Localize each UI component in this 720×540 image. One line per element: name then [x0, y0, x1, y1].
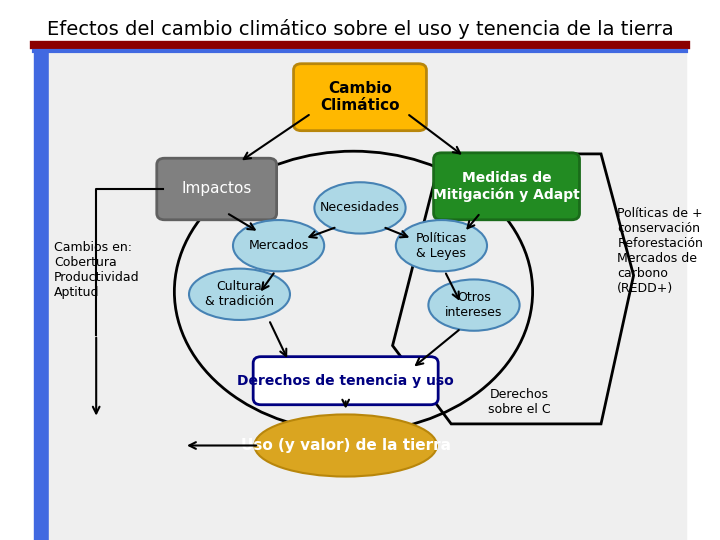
Ellipse shape: [189, 268, 290, 320]
Text: Derechos
sobre el C: Derechos sobre el C: [488, 388, 551, 416]
Ellipse shape: [428, 280, 520, 330]
Text: Derechos de tenencia y uso: Derechos de tenencia y uso: [238, 374, 454, 388]
Text: Uso (y valor) de la tierra: Uso (y valor) de la tierra: [240, 438, 451, 453]
Bar: [35, 51, 49, 540]
FancyBboxPatch shape: [294, 64, 426, 131]
Text: Políticas
& Leyes: Políticas & Leyes: [415, 232, 467, 260]
Text: Cambio
Climático: Cambio Climático: [320, 81, 400, 113]
Ellipse shape: [315, 183, 405, 233]
Text: Cambios en:
Cobertura
Productividad
Aptitud: Cambios en: Cobertura Productividad Apti…: [54, 241, 140, 299]
FancyBboxPatch shape: [157, 158, 276, 220]
Ellipse shape: [233, 220, 324, 271]
Text: Mercados: Mercados: [248, 239, 309, 252]
Text: Efectos del cambio climático sobre el uso y tenencia de la tierra: Efectos del cambio climático sobre el us…: [47, 19, 673, 39]
Text: Medidas de
Mitigación y Adapt: Medidas de Mitigación y Adapt: [433, 171, 580, 202]
Text: Impactos: Impactos: [181, 181, 252, 197]
FancyBboxPatch shape: [433, 153, 580, 220]
Text: Cultura
& tradición: Cultura & tradición: [205, 280, 274, 308]
Text: Otros
intereses: Otros intereses: [445, 291, 503, 319]
Text: Necesidades: Necesidades: [320, 201, 400, 214]
Ellipse shape: [254, 415, 437, 477]
Text: Políticas de +
conservación
Reforestación
Mercados de
carbono
(REDD+): Políticas de + conservación Reforestació…: [617, 207, 703, 295]
FancyBboxPatch shape: [253, 357, 438, 405]
Ellipse shape: [396, 220, 487, 271]
